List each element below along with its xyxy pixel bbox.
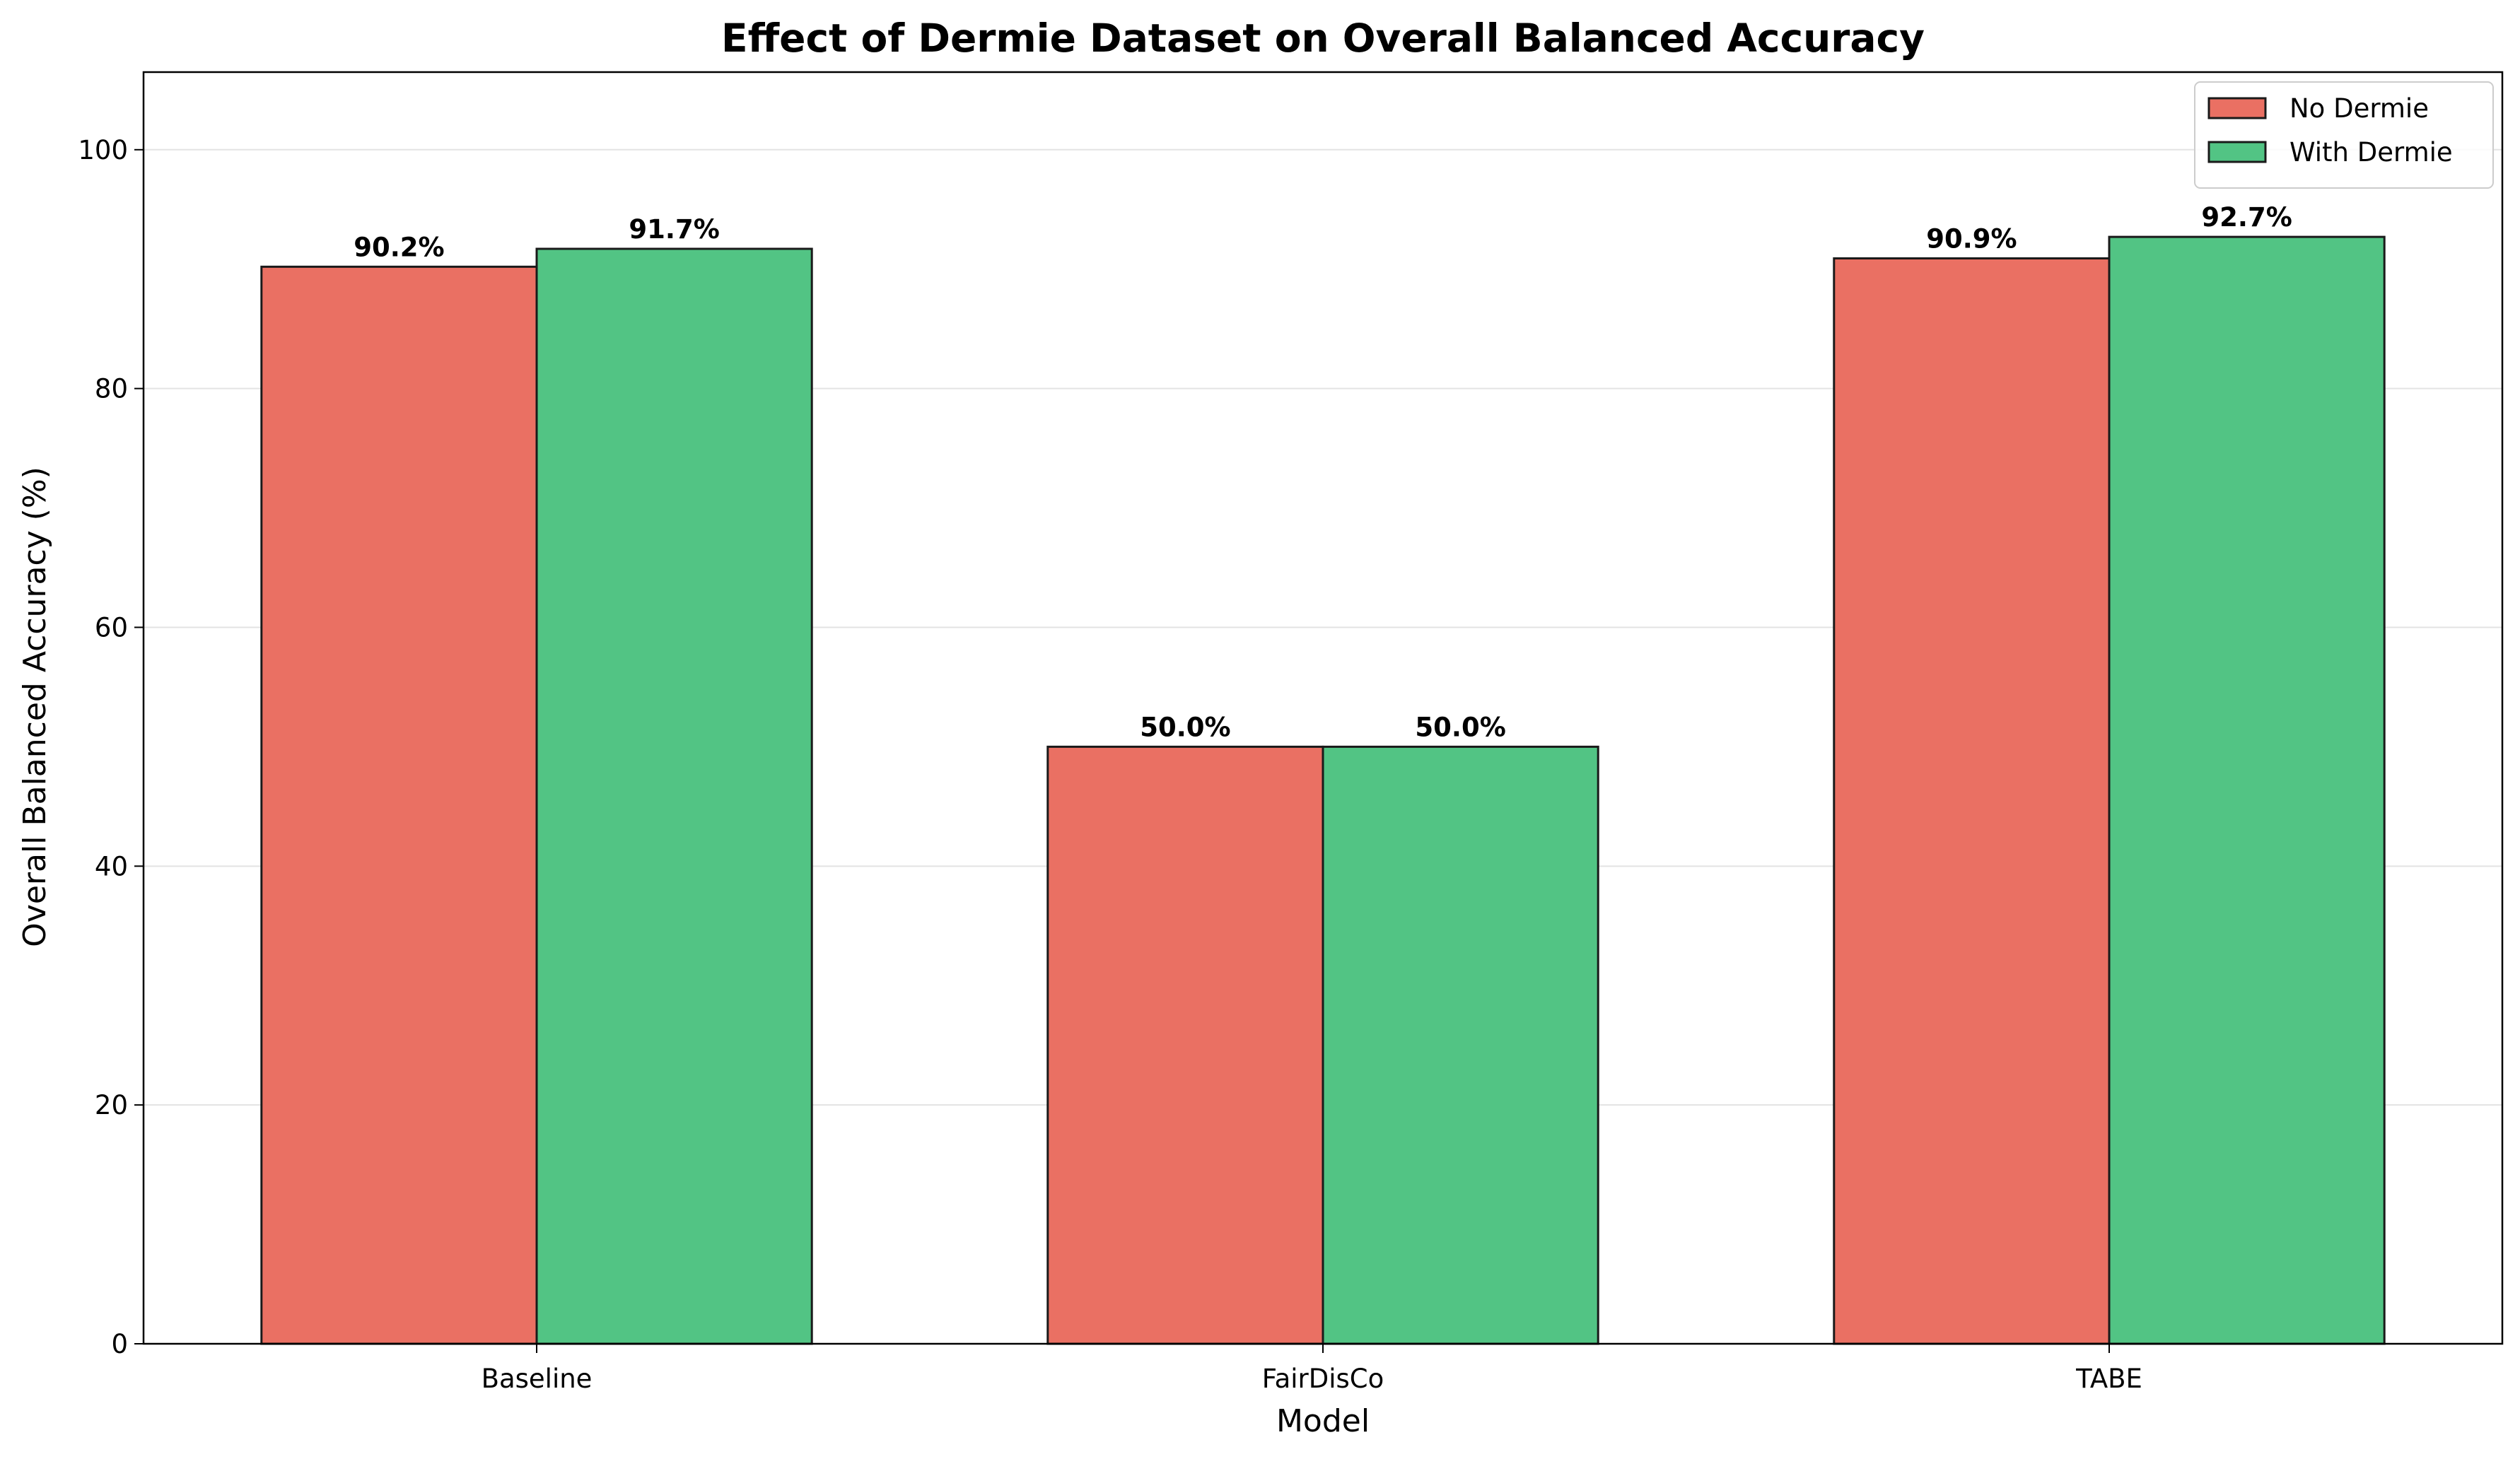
bar xyxy=(535,247,813,1345)
bar xyxy=(1322,745,1599,1345)
y-tick-label: 60 xyxy=(95,612,128,643)
bar-value-label: 92.7% xyxy=(2201,202,2292,233)
legend-swatch xyxy=(2207,97,2267,119)
legend-swatch xyxy=(2207,141,2267,163)
y-tick-label: 100 xyxy=(78,135,128,165)
y-tick-label: 40 xyxy=(95,851,128,881)
bar xyxy=(260,265,538,1345)
bar-value-label: 50.0% xyxy=(1415,712,1505,742)
bar-value-label: 91.7% xyxy=(629,214,719,245)
legend-box xyxy=(2194,81,2494,189)
legend-label: No Dermie xyxy=(2289,93,2429,124)
legend-label: With Dermie xyxy=(2289,137,2453,168)
y-tick-label: 20 xyxy=(95,1090,128,1120)
x-tick-label: FairDisCo xyxy=(1262,1364,1384,1394)
bar-value-label: 90.9% xyxy=(1926,224,2017,254)
data-labels: 90.2% 50.0% 90.9% 91.7% 50.0% 92.7% xyxy=(354,202,2292,742)
chart-title: Effect of Dermie Dataset on Overall Bala… xyxy=(721,16,1925,61)
bar-value-label: 50.0% xyxy=(1140,712,1230,742)
y-tick-label: 0 xyxy=(111,1329,128,1359)
x-tick-label: Baseline xyxy=(482,1364,593,1394)
legend: No Dermie With Dermie xyxy=(2194,81,2494,189)
bars xyxy=(260,235,2386,1345)
x-tick-label: TABE xyxy=(2075,1364,2142,1394)
bar-value-label: 90.2% xyxy=(354,232,444,262)
x-axis: Baseline FairDisCo TABE xyxy=(482,1344,2142,1394)
bar xyxy=(2108,235,2386,1345)
x-axis-label: Model xyxy=(1276,1403,1370,1439)
y-tick-label: 80 xyxy=(95,374,128,404)
y-axis: 0 20 40 60 80 100 xyxy=(78,135,144,1359)
bar xyxy=(1046,745,1324,1345)
bar xyxy=(1833,257,2111,1345)
y-axis-label: Overall Balanced Accuracy (%) xyxy=(17,467,53,947)
